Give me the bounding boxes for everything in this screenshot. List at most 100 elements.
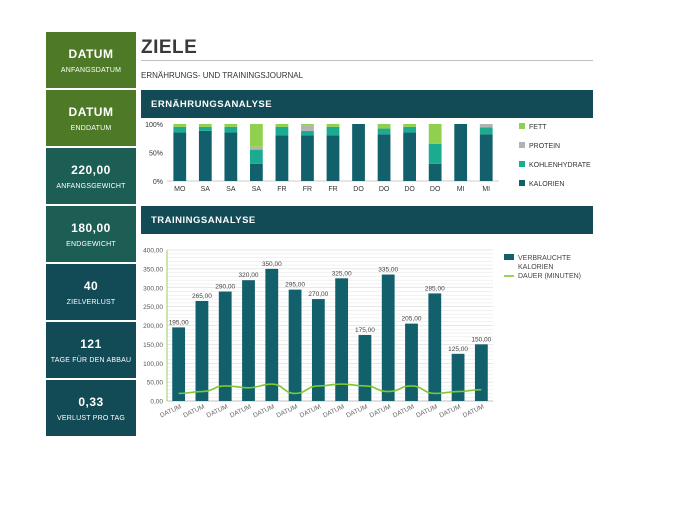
goal-card-label: VERLUST PRO TAG bbox=[57, 414, 125, 422]
nutrition-bar-segment bbox=[301, 125, 314, 131]
goal-card-value: 40 bbox=[83, 278, 99, 293]
legend-label: FETT bbox=[529, 124, 547, 131]
x-tick-label: SA bbox=[226, 186, 236, 193]
goal-card-label: ENDDATUM bbox=[70, 124, 112, 132]
data-label: 295,00 bbox=[285, 282, 305, 289]
x-tick-label: SA bbox=[201, 186, 211, 193]
x-tick-label: DATUM bbox=[438, 403, 461, 419]
nutrition-bar-segment bbox=[250, 124, 263, 147]
x-tick-label: DATUM bbox=[182, 403, 205, 419]
calorie-bar bbox=[195, 300, 209, 401]
data-label: 350,00 bbox=[262, 261, 282, 268]
calorie-bar bbox=[451, 353, 465, 401]
calorie-bar bbox=[218, 291, 232, 401]
nutrition-bar-segment bbox=[198, 130, 212, 181]
nutrition-bar-segment bbox=[326, 124, 340, 127]
goal-card: 180,00 ENDGEWICHT bbox=[46, 206, 136, 262]
nutrition-bar-segment bbox=[275, 135, 289, 181]
data-label: 320,00 bbox=[239, 272, 259, 279]
data-label: 290,00 bbox=[215, 284, 235, 291]
legend-swatch bbox=[519, 161, 525, 167]
nutrition-bar-segment bbox=[301, 124, 314, 126]
nutrition-bar-segment bbox=[275, 126, 289, 136]
goal-card: 220,00 ANFANGSGEWICHT bbox=[46, 148, 136, 204]
x-tick-label: FR bbox=[303, 186, 312, 193]
nutrition-bar-segment bbox=[173, 126, 187, 133]
nutrition-bar-segment bbox=[479, 127, 493, 135]
legend-swatch bbox=[504, 254, 514, 260]
x-tick-label: FR bbox=[277, 186, 286, 193]
data-label: 285,00 bbox=[425, 285, 445, 292]
calorie-bar bbox=[265, 268, 279, 401]
data-label: 195,00 bbox=[169, 319, 189, 326]
y-tick-label: 50% bbox=[149, 151, 163, 158]
y-tick-label: 50,00 bbox=[147, 380, 164, 387]
goal-card: 121 TAGE FÜR DEN ABBAU bbox=[46, 322, 136, 378]
training-section-header: TRAININGSANALYSE bbox=[141, 206, 593, 234]
y-tick-label: 0,00 bbox=[150, 399, 163, 406]
y-tick-label: 100,00 bbox=[143, 361, 163, 368]
legend-swatch bbox=[519, 142, 525, 148]
legend-swatch bbox=[519, 123, 525, 129]
nutrition-bar-segment bbox=[428, 143, 442, 164]
x-tick-label: FR bbox=[328, 186, 337, 193]
y-tick-label: 0% bbox=[153, 179, 163, 186]
x-tick-label: DATUM bbox=[159, 403, 182, 419]
calorie-bar bbox=[474, 344, 488, 401]
y-tick-label: 350,00 bbox=[143, 266, 163, 273]
goal-card-value: DATUM bbox=[68, 104, 114, 119]
data-label: 325,00 bbox=[332, 270, 352, 277]
nutrition-bar-segment bbox=[301, 130, 314, 136]
nutrition-bar-segment bbox=[250, 149, 263, 164]
data-label: 265,00 bbox=[192, 293, 212, 300]
x-tick-label: DATUM bbox=[322, 403, 345, 419]
goal-card-value: 121 bbox=[80, 336, 102, 351]
data-label: 150,00 bbox=[471, 336, 491, 343]
y-tick-label: 300,00 bbox=[143, 285, 163, 292]
nutrition-bar-segment bbox=[198, 124, 212, 127]
calorie-bar bbox=[288, 289, 302, 401]
x-tick-label: DATUM bbox=[392, 403, 415, 419]
goal-card-value: DATUM bbox=[68, 46, 114, 61]
calorie-bar bbox=[172, 327, 186, 401]
goal-card-label: ANFANGSDATUM bbox=[60, 66, 122, 74]
legend-label: VERBRAUCHTE KALORIEN bbox=[518, 255, 571, 271]
legend-label: PROTEIN bbox=[529, 143, 560, 150]
calorie-bar bbox=[242, 280, 255, 401]
duration-line bbox=[178, 383, 482, 395]
nutrition-bar-segment bbox=[250, 163, 263, 181]
data-label: 270,00 bbox=[308, 291, 328, 298]
nutrition-bar-segment bbox=[173, 124, 187, 127]
nutrition-bar-segment bbox=[403, 132, 416, 181]
nutrition-chart: 0% 50% 100% MO SA SA SA FR FR FR DO DO DO DO MI MI FETT P… bbox=[145, 122, 591, 193]
goal-card: 0,33 VERLUST PRO TAG bbox=[46, 380, 136, 436]
nutrition-bar-segment bbox=[173, 132, 187, 181]
x-tick-label: DO bbox=[430, 186, 441, 193]
x-tick-label: MO bbox=[174, 186, 186, 193]
nutrition-bar-segment bbox=[428, 163, 442, 181]
training-chart: 0,00 50,00 100,00 150,00 200,00 250,00 300,00 3… bbox=[143, 248, 581, 420]
nutrition-bar-segment bbox=[275, 124, 289, 127]
calorie-bar bbox=[335, 278, 349, 401]
nutrition-bar-segment bbox=[403, 126, 416, 133]
nutrition-bar-segment bbox=[352, 124, 365, 181]
goal-card: DATUM ANFANGSDATUM bbox=[46, 32, 136, 88]
page-title: ZIELE bbox=[141, 37, 198, 58]
data-label: 205,00 bbox=[402, 316, 422, 323]
nutrition-section-header: ERNÄHRUNGSANALYSE bbox=[141, 90, 593, 118]
nutrition-bar-segment bbox=[377, 128, 391, 135]
goal-card: 40 ZIELVERLUST bbox=[46, 264, 136, 320]
nutrition-bar-segment bbox=[198, 126, 212, 131]
title-divider bbox=[141, 60, 593, 61]
nutrition-bar-segment bbox=[224, 132, 238, 181]
x-tick-label: DATUM bbox=[345, 403, 368, 419]
calorie-bar bbox=[358, 334, 372, 401]
calorie-bar bbox=[311, 299, 325, 401]
legend-label: KOHLENHYDRATE bbox=[529, 162, 591, 169]
nutrition-bar-segment bbox=[403, 124, 416, 127]
y-tick-label: 150,00 bbox=[143, 342, 163, 349]
data-label: 335,00 bbox=[378, 267, 398, 274]
x-tick-label: DATUM bbox=[252, 403, 275, 419]
nutrition-bar-segment bbox=[301, 135, 314, 181]
x-tick-label: DO bbox=[379, 186, 390, 193]
